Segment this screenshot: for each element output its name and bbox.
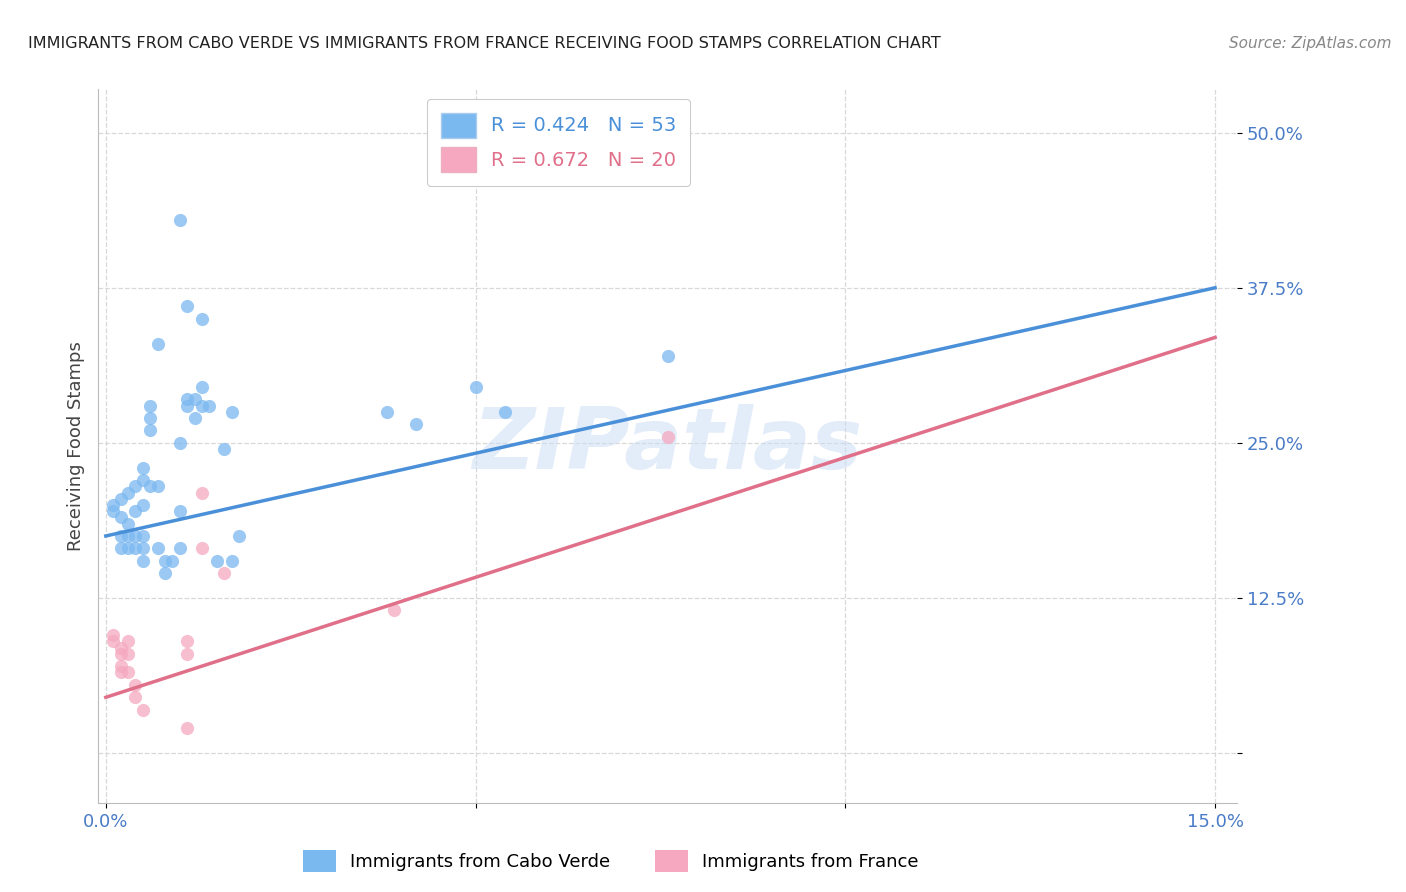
Text: IMMIGRANTS FROM CABO VERDE VS IMMIGRANTS FROM FRANCE RECEIVING FOOD STAMPS CORRE: IMMIGRANTS FROM CABO VERDE VS IMMIGRANTS… xyxy=(28,36,941,51)
Point xyxy=(132,541,155,556)
Point xyxy=(169,504,191,518)
Point xyxy=(153,566,176,581)
Point xyxy=(191,380,214,394)
Point xyxy=(169,541,191,556)
Point xyxy=(132,554,155,568)
Point xyxy=(110,529,132,543)
Point xyxy=(228,529,250,543)
Point xyxy=(124,504,146,518)
Point xyxy=(117,529,139,543)
Text: Source: ZipAtlas.com: Source: ZipAtlas.com xyxy=(1229,36,1392,51)
Point xyxy=(132,529,155,543)
Y-axis label: Receiving Food Stamps: Receiving Food Stamps xyxy=(66,341,84,551)
Point xyxy=(212,566,235,581)
Point xyxy=(132,703,155,717)
Point xyxy=(176,392,198,407)
Point xyxy=(124,690,146,705)
Point xyxy=(176,399,198,413)
Point xyxy=(198,399,221,413)
Point xyxy=(191,399,214,413)
Point xyxy=(657,349,679,363)
Point xyxy=(183,411,205,425)
Point xyxy=(221,554,243,568)
Point xyxy=(139,479,162,493)
Text: ZIPatlas: ZIPatlas xyxy=(472,404,863,488)
Point xyxy=(382,603,405,617)
Point xyxy=(124,529,146,543)
Point xyxy=(117,516,139,531)
Point xyxy=(139,399,162,413)
Point xyxy=(132,498,155,512)
Point xyxy=(110,541,132,556)
Point xyxy=(103,628,125,642)
Point xyxy=(146,336,169,351)
Point xyxy=(117,665,139,680)
Legend: Immigrants from Cabo Verde, Immigrants from France: Immigrants from Cabo Verde, Immigrants f… xyxy=(295,843,927,880)
Point xyxy=(117,647,139,661)
Point xyxy=(110,647,132,661)
Point xyxy=(494,405,516,419)
Point xyxy=(132,473,155,487)
Point xyxy=(110,510,132,524)
Point xyxy=(464,380,486,394)
Point xyxy=(221,405,243,419)
Point xyxy=(405,417,427,432)
Point xyxy=(375,405,398,419)
Point xyxy=(117,541,139,556)
Point xyxy=(124,678,146,692)
Point xyxy=(162,554,184,568)
Point xyxy=(212,442,235,456)
Point xyxy=(110,659,132,673)
Point xyxy=(103,634,125,648)
Point xyxy=(169,212,191,227)
Point xyxy=(176,647,198,661)
Point xyxy=(191,311,214,326)
Point xyxy=(117,485,139,500)
Point xyxy=(124,541,146,556)
Point xyxy=(153,554,176,568)
Point xyxy=(110,665,132,680)
Point xyxy=(132,460,155,475)
Point xyxy=(146,479,169,493)
Point xyxy=(657,430,679,444)
Point xyxy=(110,491,132,506)
Point xyxy=(146,541,169,556)
Point xyxy=(139,424,162,438)
Point xyxy=(139,411,162,425)
Point xyxy=(176,722,198,736)
Point xyxy=(110,640,132,655)
Point xyxy=(176,299,198,313)
Point xyxy=(183,392,205,407)
Point xyxy=(191,485,214,500)
Point xyxy=(117,634,139,648)
Point xyxy=(191,541,214,556)
Point xyxy=(124,479,146,493)
Point xyxy=(103,504,125,518)
Point xyxy=(169,436,191,450)
Point xyxy=(176,634,198,648)
Point xyxy=(103,498,125,512)
Point xyxy=(205,554,228,568)
